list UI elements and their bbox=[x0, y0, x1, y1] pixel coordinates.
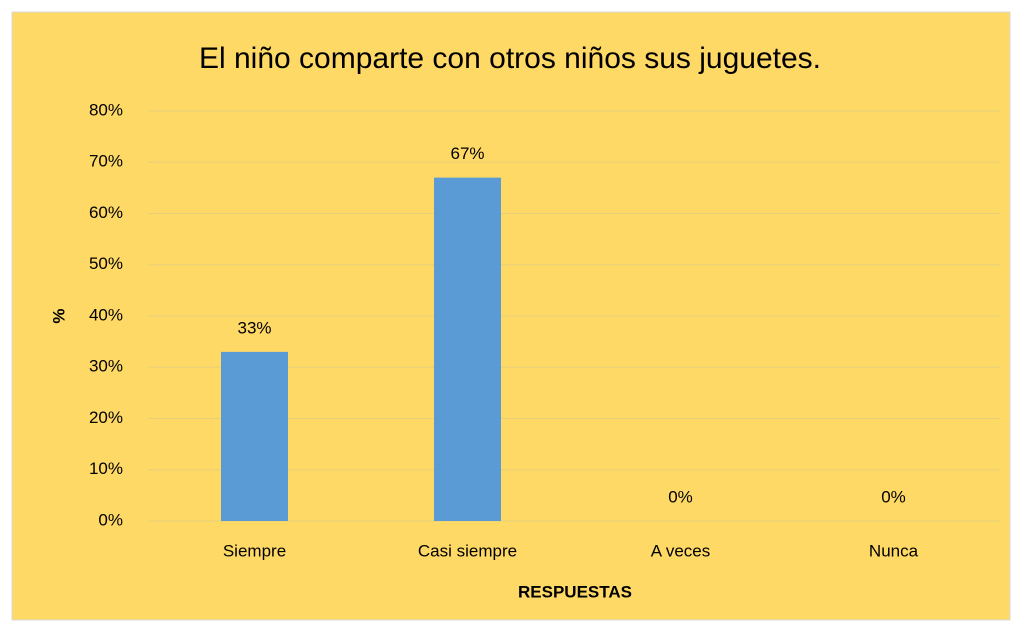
data-label: 0% bbox=[668, 487, 693, 506]
y-tick-label: 60% bbox=[89, 203, 123, 222]
y-tick-label: 70% bbox=[89, 152, 123, 171]
y-tick-label: 40% bbox=[89, 305, 123, 324]
y-tick-label: 0% bbox=[98, 510, 123, 529]
y-tick-label: 80% bbox=[89, 100, 123, 119]
x-tick-label: A veces bbox=[651, 541, 711, 560]
data-label: 33% bbox=[237, 318, 271, 337]
data-label: 67% bbox=[450, 144, 484, 163]
chart-title: El niño comparte con otros niños sus jug… bbox=[199, 42, 821, 75]
y-axis-title: % bbox=[49, 308, 68, 323]
bar bbox=[434, 177, 501, 521]
x-tick-label: Nunca bbox=[869, 541, 919, 560]
x-tick-label: Casi siempre bbox=[418, 541, 517, 560]
y-tick-label: 30% bbox=[89, 357, 123, 376]
y-tick-label: 10% bbox=[89, 459, 123, 478]
x-axis-title: RESPUESTAS bbox=[518, 582, 632, 601]
bar bbox=[221, 351, 288, 521]
data-label: 0% bbox=[881, 487, 906, 506]
x-tick-label: Siempre bbox=[223, 541, 286, 560]
y-tick-label: 20% bbox=[89, 408, 123, 427]
y-tick-label: 50% bbox=[89, 254, 123, 273]
